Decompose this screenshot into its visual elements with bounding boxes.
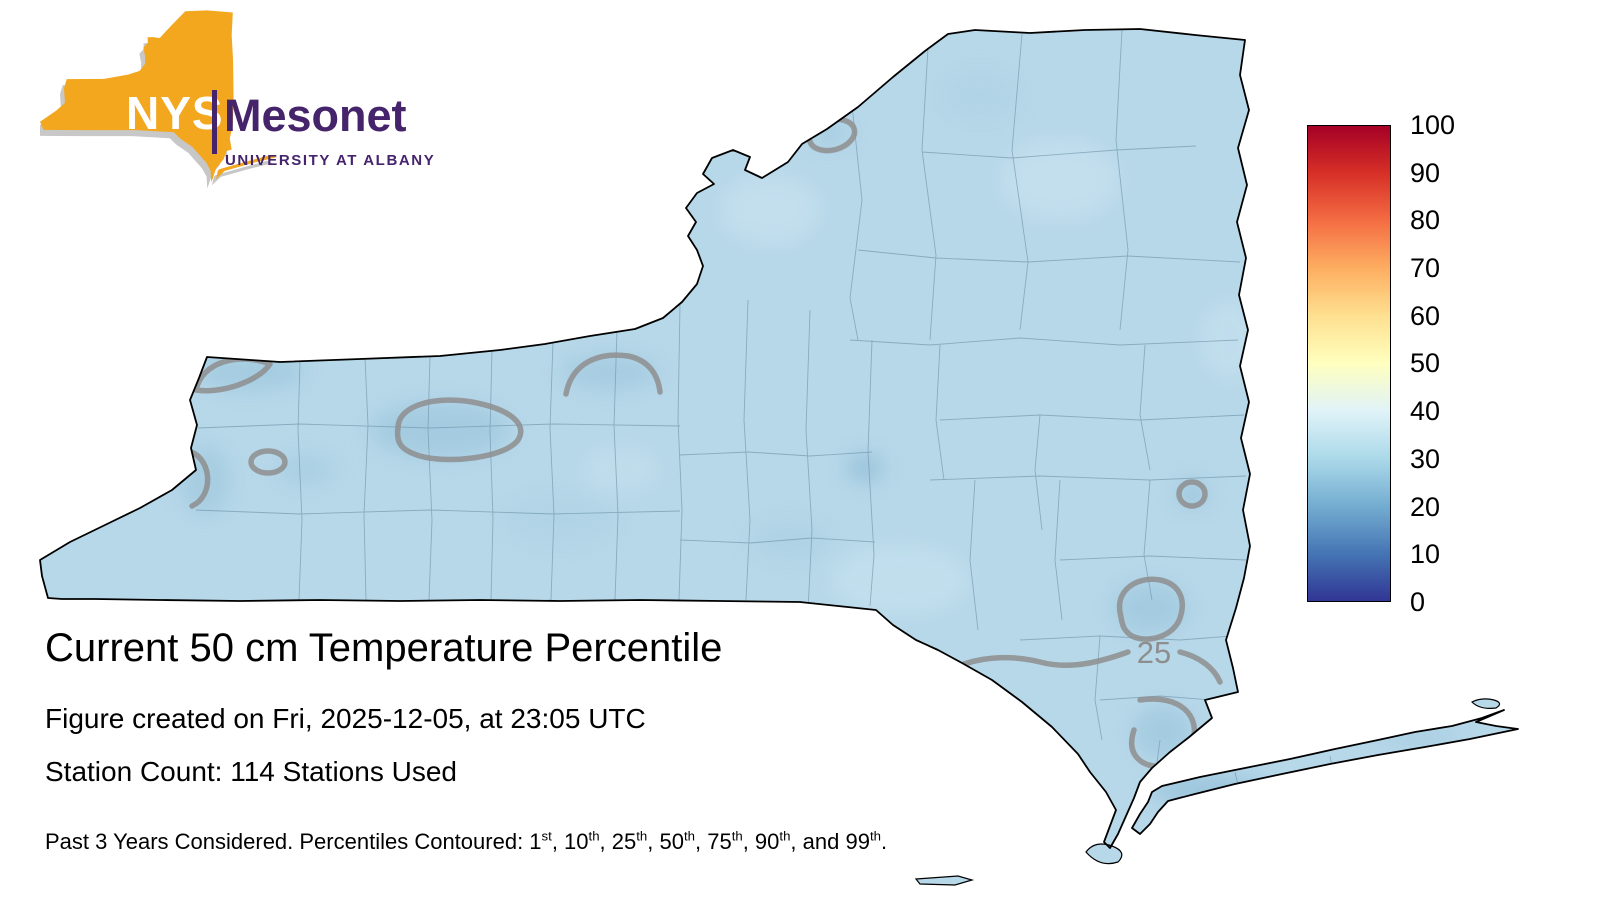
footer-superscript: st xyxy=(541,828,552,844)
footer-superscript: th xyxy=(683,828,695,844)
logo-acronym: NYS xyxy=(126,87,224,139)
colorbar-tick-label: 0 xyxy=(1410,586,1426,617)
footer-superscript: th xyxy=(779,828,791,844)
footer-text: , xyxy=(742,829,755,854)
colorbar-tick-label: 50 xyxy=(1410,348,1441,379)
station-count-line: Station Count: 114 Stations Used xyxy=(45,756,457,787)
footer-text: 25 xyxy=(611,829,637,854)
footer-text: 50 xyxy=(659,829,684,854)
footer-text: , and xyxy=(790,829,846,854)
footer-superscript: th xyxy=(636,828,648,844)
colorbar-tick-label: 10 xyxy=(1410,539,1441,570)
footer-note: Past 3 Years Considered. Percentiles Con… xyxy=(45,829,887,855)
footer-superscript: th xyxy=(869,828,881,844)
footer-text: 1 xyxy=(529,829,542,854)
colorbar-tick-label: 60 xyxy=(1410,300,1441,331)
footer-text: , xyxy=(694,829,708,854)
mesonet-logo: NYS Mesonet UNIVERSITY AT ALBANY xyxy=(40,6,460,196)
county-lines xyxy=(195,29,1334,795)
contour-label-25: 25 xyxy=(1137,635,1171,670)
footer-text: , xyxy=(551,829,565,854)
footer-text: , xyxy=(599,829,612,854)
colorbar-tick-label: 30 xyxy=(1410,443,1441,474)
footer-text: 90 xyxy=(754,829,780,854)
footer-text: Past 3 Years Considered. Percentiles Con… xyxy=(45,829,530,854)
colorbar-tick-label: 20 xyxy=(1410,491,1441,522)
footer-superscript: th xyxy=(588,828,600,844)
colorbar-tick-label: 80 xyxy=(1410,205,1441,236)
colorbar-tick-label: 100 xyxy=(1410,110,1456,140)
figure-created-line: Figure created on Fri, 2025-12-05, at 23… xyxy=(45,703,646,734)
colorbar-tick-label: 90 xyxy=(1410,157,1441,188)
colorbar-gradient xyxy=(1307,125,1391,602)
state-landmass xyxy=(40,29,1250,848)
logo-affiliation: UNIVERSITY AT ALBANY xyxy=(225,152,436,169)
footer-superscript: th xyxy=(731,828,743,844)
colorbar-tick-label: 70 xyxy=(1410,253,1441,284)
figure-title: Current 50 cm Temperature Percentile xyxy=(45,626,723,670)
logo-wordmark: Mesonet xyxy=(224,90,407,141)
staten-island xyxy=(1085,843,1123,865)
colorbar-ticks: 100 90 80 70 60 50 40 30 20 10 0 xyxy=(1410,111,1455,616)
footer-text: . xyxy=(880,829,888,854)
logo-divider xyxy=(212,90,217,154)
footer-text: 99 xyxy=(845,829,870,854)
colorbar-tick-label: 40 xyxy=(1410,396,1441,427)
percentile-contours xyxy=(188,116,1223,769)
plum-island xyxy=(1470,698,1501,709)
footer-text: 10 xyxy=(564,829,589,854)
logo-state-shape xyxy=(40,10,277,189)
footer-text: 75 xyxy=(707,829,732,854)
state-outline xyxy=(39,28,1519,849)
barrier-island-sliver xyxy=(914,875,975,886)
footer-text: , xyxy=(647,829,660,854)
